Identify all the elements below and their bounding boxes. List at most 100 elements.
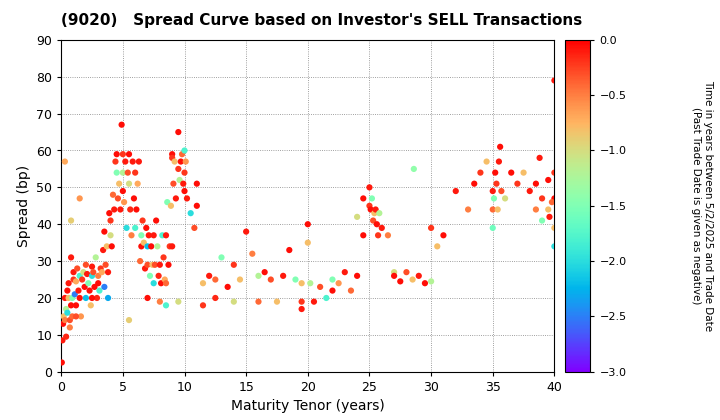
Point [358, 232, 369, 239]
Text: Time in years between 5/2/2025 and Trade Date
(Past Trade Date is given as negat: Time in years between 5/2/2025 and Trade… [691, 80, 713, 331]
Point [419, 280, 431, 286]
Point [79, 284, 91, 290]
Point [80, 294, 91, 301]
Point [156, 232, 168, 239]
Point [83, 280, 94, 286]
Point [488, 195, 500, 202]
Point [111, 151, 122, 158]
Point [234, 276, 246, 283]
Point [121, 225, 132, 231]
Point [104, 210, 115, 217]
Point [75, 313, 86, 320]
Point [123, 180, 135, 187]
Point [60, 306, 72, 312]
Point [92, 280, 104, 286]
Point [197, 302, 209, 309]
Point [71, 278, 82, 285]
Point [126, 232, 138, 239]
Point [112, 195, 124, 202]
Point [178, 180, 189, 187]
Point [549, 243, 560, 250]
Point [59, 294, 71, 301]
Point [149, 261, 161, 268]
Point [125, 206, 136, 213]
Point [371, 221, 382, 228]
Point [100, 261, 112, 268]
Point [210, 294, 221, 301]
Point [549, 169, 560, 176]
Point [145, 243, 157, 250]
Point [97, 247, 109, 253]
Point [426, 225, 437, 231]
Point [142, 243, 153, 250]
Point [161, 280, 172, 286]
Point [339, 269, 351, 276]
Point [130, 225, 141, 231]
Point [315, 284, 326, 290]
Point [438, 232, 449, 239]
Point [74, 273, 86, 279]
Point [113, 180, 125, 187]
Point [139, 265, 150, 272]
Point [116, 121, 127, 128]
Point [374, 210, 385, 217]
Point [518, 169, 529, 176]
Point [143, 232, 155, 239]
Point [413, 273, 425, 279]
Point [367, 217, 379, 224]
Point [148, 280, 159, 286]
Point [135, 232, 147, 239]
Point [117, 151, 129, 158]
Point [395, 278, 406, 285]
Point [376, 225, 387, 231]
Point [169, 158, 181, 165]
Point [181, 195, 193, 202]
Point [138, 239, 150, 246]
Point [80, 261, 91, 268]
Point [107, 192, 119, 198]
Point [320, 294, 332, 301]
Point [487, 225, 498, 231]
Point [86, 273, 98, 279]
Point [487, 188, 498, 194]
Point [153, 273, 164, 279]
Point [168, 180, 179, 187]
Point [462, 206, 474, 213]
Point [76, 276, 88, 283]
Point [73, 287, 84, 294]
Point [102, 294, 114, 301]
Point [265, 276, 276, 283]
Point [74, 195, 86, 202]
Point [345, 287, 356, 294]
Point [161, 302, 172, 309]
Point [64, 317, 76, 323]
Point [71, 313, 82, 320]
Point [58, 313, 69, 320]
Point [253, 298, 264, 305]
Point [123, 317, 135, 323]
Point [66, 294, 78, 301]
Point [277, 273, 289, 279]
Point [493, 158, 505, 165]
Point [135, 258, 146, 265]
Point [64, 324, 76, 331]
Point [490, 169, 501, 176]
Point [152, 243, 163, 250]
Point [140, 225, 152, 231]
Point [62, 287, 73, 294]
Point [542, 206, 554, 213]
Point [400, 269, 412, 276]
Point [173, 298, 184, 305]
Point [358, 195, 369, 202]
Point [63, 294, 74, 301]
Point [253, 273, 264, 279]
Point [163, 261, 174, 268]
Point [91, 294, 103, 301]
Point [210, 276, 221, 283]
Point [549, 77, 560, 84]
Point [530, 206, 541, 213]
Point [308, 298, 320, 305]
Y-axis label: Spread (bp): Spread (bp) [17, 165, 31, 247]
Point [289, 276, 301, 283]
Point [118, 199, 130, 205]
